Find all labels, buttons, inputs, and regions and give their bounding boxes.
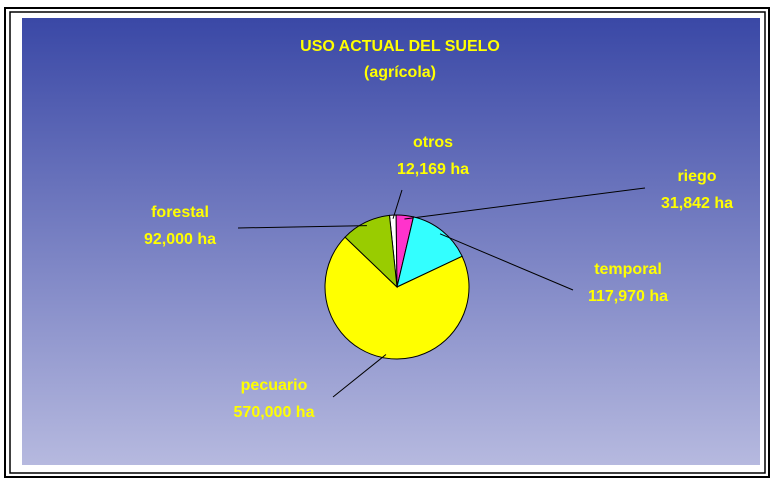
leader-line	[439, 233, 574, 291]
pie-slice	[396, 216, 463, 288]
leader-line	[332, 354, 387, 398]
leader-line	[237, 225, 367, 229]
slice-label: pecuario	[241, 377, 308, 394]
pie-slice	[344, 214, 398, 289]
outer-frame	[4, 7, 770, 478]
chart-subtitle: (agrícola)	[364, 64, 436, 81]
slice-value-label: 31,842 ha	[661, 195, 733, 212]
leader-line	[404, 187, 646, 220]
slice-value-label: 92,000 ha	[144, 231, 216, 248]
slice-value-label: 570,000 ha	[234, 404, 315, 421]
leader-line	[392, 189, 403, 219]
slice-value-label: 12,169 ha	[397, 161, 469, 178]
inner-frame	[9, 11, 766, 474]
chart-title: USO ACTUAL DEL SUELO	[300, 38, 500, 55]
pie-slice	[324, 236, 470, 360]
slice-label: riego	[677, 168, 716, 185]
slice-label: otros	[413, 134, 453, 151]
slice-label: temporal	[594, 261, 662, 278]
slice-label: forestal	[151, 204, 209, 221]
slice-value-label: 117,970 ha	[588, 288, 668, 305]
